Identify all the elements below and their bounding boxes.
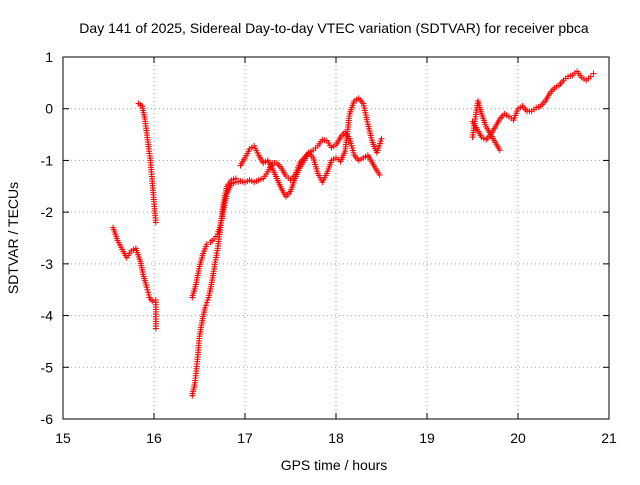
y-tick-label: 0 <box>45 101 53 117</box>
data-point-marker <box>378 135 385 142</box>
x-tick-labels: 15 16 17 18 19 20 21 <box>55 430 617 446</box>
x-tick-label: 16 <box>146 430 162 446</box>
data-point-marker <box>203 299 210 306</box>
data-point-marker <box>587 73 594 80</box>
y-axis-title: SDTVAR / TECUs <box>5 182 21 294</box>
data-point-marker <box>376 171 383 178</box>
x-axis-title: GPS time / hours <box>281 457 388 473</box>
x-tick-label: 20 <box>510 430 526 446</box>
x-tick-label: 15 <box>55 430 71 446</box>
data-point-marker <box>152 219 159 226</box>
data-point-marker <box>145 291 152 298</box>
data-point-marker <box>203 241 210 248</box>
y-tick-label: 1 <box>45 49 53 65</box>
x-tick-label: 17 <box>237 430 253 446</box>
x-tick-label: 19 <box>419 430 435 446</box>
y-tick-label: -2 <box>41 204 54 220</box>
data-point-marker <box>145 289 152 296</box>
data-point-marker <box>152 325 159 332</box>
data-point-marker <box>202 302 209 309</box>
axis-ticks <box>62 56 610 420</box>
data-point-marker <box>144 286 151 293</box>
y-tick-labels: -6 -5 -4 -3 -2 -1 0 1 <box>41 49 54 427</box>
y-tick-label: -6 <box>41 411 54 427</box>
y-tick-label: -4 <box>41 308 54 324</box>
chart-title: Day 141 of 2025, Sidereal Day-to-day VTE… <box>79 20 589 36</box>
y-tick-label: -1 <box>41 152 54 168</box>
data-point-marker <box>496 147 503 154</box>
data-point-marker <box>590 70 597 77</box>
data-point-marker <box>201 304 208 311</box>
x-tick-label: 21 <box>601 430 617 446</box>
y-tick-label: -3 <box>41 256 54 272</box>
data-point-marker <box>143 284 150 291</box>
data-point-marker <box>204 297 211 304</box>
y-tick-label: -5 <box>41 359 54 375</box>
data-points <box>110 68 597 399</box>
x-tick-label: 18 <box>328 430 344 446</box>
data-point-marker <box>149 298 156 305</box>
